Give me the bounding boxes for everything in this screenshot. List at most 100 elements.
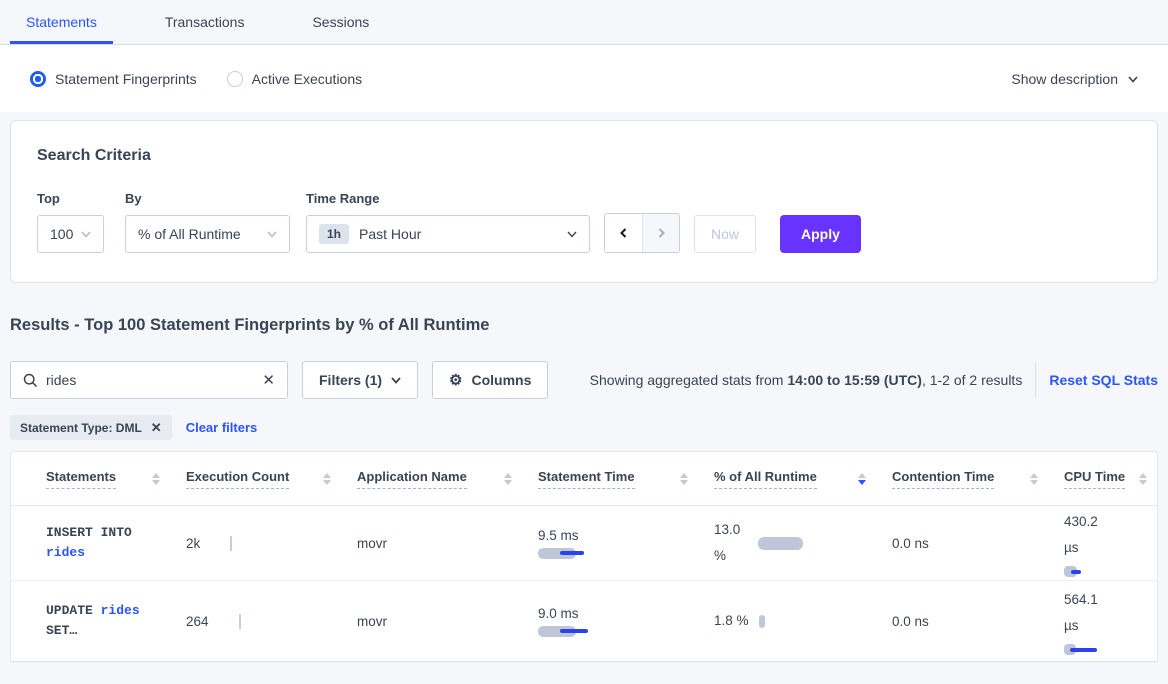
bar-stddev (560, 551, 584, 555)
stats-suffix: , 1-2 of 2 results (921, 372, 1023, 388)
contention-time-cell: 0.0 ns (892, 535, 929, 551)
chevron-down-icon (81, 231, 91, 238)
prev-time-range-button[interactable] (605, 214, 642, 252)
execution-count-value: 264 (186, 613, 209, 629)
results-toolbar: ✕ Filters (1) ⚙ Columns Showing aggregat… (10, 361, 1158, 399)
execution-count-bar (230, 535, 233, 551)
statement-time-value: 9.5 ms (538, 527, 579, 543)
sort-icon[interactable] (680, 472, 688, 485)
filter-chip-row: Statement Type: DML ✕ Clear filters (10, 415, 1158, 440)
radio-statement-fingerprints-label: Statement Fingerprints (55, 70, 197, 87)
statement-fingerprint-cell: INSERT INTO rides (46, 523, 186, 563)
apply-button[interactable]: Apply (780, 215, 861, 253)
statement-link[interactable]: rides (46, 545, 86, 560)
chevron-left-icon (619, 228, 626, 238)
cpu-time-cell: 564.1 µs (1064, 587, 1157, 655)
time-range-arrows (604, 213, 680, 253)
statements-table: Statements Execution Count Application N… (10, 451, 1158, 662)
column-header-contention-time[interactable]: Contention Time (892, 469, 1064, 489)
column-header-label: Statements (46, 469, 117, 489)
table-row: UPDATE rides SET… 264 movr 9.0 ms 1.8 % … (11, 581, 1157, 662)
sort-icon[interactable] (1030, 472, 1038, 485)
chevron-down-icon (267, 231, 277, 238)
radio-active-executions[interactable]: Active Executions (226, 70, 362, 87)
statement-fingerprint-cell: UPDATE rides SET… (46, 601, 186, 641)
cpu-time-value: 564.1 µs (1064, 592, 1098, 633)
bar-stddev (1071, 569, 1081, 574)
sort-icon[interactable] (504, 472, 512, 485)
by-label: By (125, 191, 142, 206)
sort-icon[interactable] (323, 472, 331, 485)
sort-icon[interactable] (152, 472, 160, 485)
top-label: Top (37, 191, 60, 206)
gear-icon: ⚙ (449, 371, 463, 389)
toolbar-divider (1035, 362, 1037, 398)
tab-statements[interactable]: Statements (10, 0, 113, 44)
pct-runtime-value: 1.8 % (714, 613, 749, 628)
columns-button[interactable]: ⚙ Columns (432, 361, 549, 399)
column-header-pct-runtime[interactable]: % of All Runtime (714, 469, 892, 489)
statement-time-bar (538, 625, 588, 637)
bar-stddev (1070, 647, 1097, 652)
time-range-select[interactable]: 1h Past Hour (306, 215, 590, 253)
time-range-badge: 1h (319, 224, 350, 244)
execution-count-value: 2k (186, 535, 201, 551)
clear-search-icon[interactable]: ✕ (262, 371, 275, 389)
column-header-label: Execution Count (186, 469, 290, 489)
pct-runtime-bar (758, 536, 803, 550)
column-header-cpu-time[interactable]: CPU Time (1064, 469, 1157, 489)
next-time-range-button[interactable] (642, 214, 679, 252)
bar-mean (538, 547, 576, 559)
table-header-row: Statements Execution Count Application N… (11, 452, 1157, 506)
filters-button[interactable]: Filters (1) (302, 361, 419, 399)
by-select-value: % of All Runtime (138, 226, 241, 242)
reset-sql-stats-link[interactable]: Reset SQL Stats (1049, 372, 1158, 388)
sort-icon[interactable] (1139, 472, 1147, 485)
columns-button-label: Columns (471, 372, 532, 388)
radio-selected-icon[interactable] (30, 70, 46, 87)
show-description-label: Show description (1011, 70, 1118, 87)
remove-filter-icon[interactable]: ✕ (150, 420, 162, 435)
top-field: Top 100 (37, 191, 125, 253)
radio-unselected-icon[interactable] (226, 70, 243, 87)
column-header-statement-time[interactable]: Statement Time (538, 469, 714, 489)
search-input[interactable] (46, 372, 255, 388)
statement-text: SET… (46, 623, 78, 638)
time-range-value: Past Hour (359, 226, 422, 242)
statement-time-value: 9.0 ms (538, 605, 579, 621)
top-select-value: 100 (50, 226, 74, 242)
statement-time-bar (538, 547, 584, 559)
statement-link[interactable]: rides (100, 603, 140, 618)
execution-count-bar (238, 613, 241, 629)
top-select[interactable]: 100 (37, 215, 104, 253)
column-header-label: Statement Time (538, 469, 635, 489)
search-criteria-title: Search Criteria (37, 147, 151, 164)
column-header-statements[interactable]: Statements (46, 469, 186, 489)
sort-desc-icon[interactable] (858, 472, 866, 485)
table-row: INSERT INTO rides 2k movr 9.5 ms 13.0 % … (11, 506, 1157, 581)
column-header-execution-count[interactable]: Execution Count (186, 469, 357, 489)
cpu-time-bar (1064, 566, 1084, 577)
radio-statement-fingerprints[interactable]: Statement Fingerprints (30, 70, 197, 87)
search-criteria-card: Search Criteria Top 100 By % of All Runt… (10, 120, 1158, 283)
statement-search-box[interactable]: ✕ (10, 361, 288, 399)
tab-transactions[interactable]: Transactions (164, 14, 245, 30)
cpu-time-cell: 430.2 µs (1064, 509, 1157, 577)
bar-mean (538, 625, 576, 637)
cpu-time-bar (1064, 644, 1098, 655)
chevron-down-icon (567, 231, 577, 238)
execution-count-cell: 2k (186, 535, 357, 551)
now-button[interactable]: Now (694, 215, 757, 253)
clear-filters-link[interactable]: Clear filters (185, 420, 258, 435)
by-select[interactable]: % of All Runtime (125, 215, 290, 253)
column-header-label: Contention Time (892, 469, 995, 489)
bar-stddev (560, 629, 588, 633)
filter-chip-label: Statement Type: DML (20, 420, 142, 435)
application-name-cell: movr (357, 613, 387, 629)
tab-sessions[interactable]: Sessions (312, 14, 370, 30)
show-description-toggle[interactable]: Show description (1011, 71, 1138, 87)
column-header-application-name[interactable]: Application Name (357, 469, 538, 489)
execution-count-cell: 264 (186, 613, 357, 629)
pct-runtime-value: 13.0 % (714, 522, 741, 563)
sql-activity-tabbar: Statements Transactions Sessions (0, 0, 1168, 45)
